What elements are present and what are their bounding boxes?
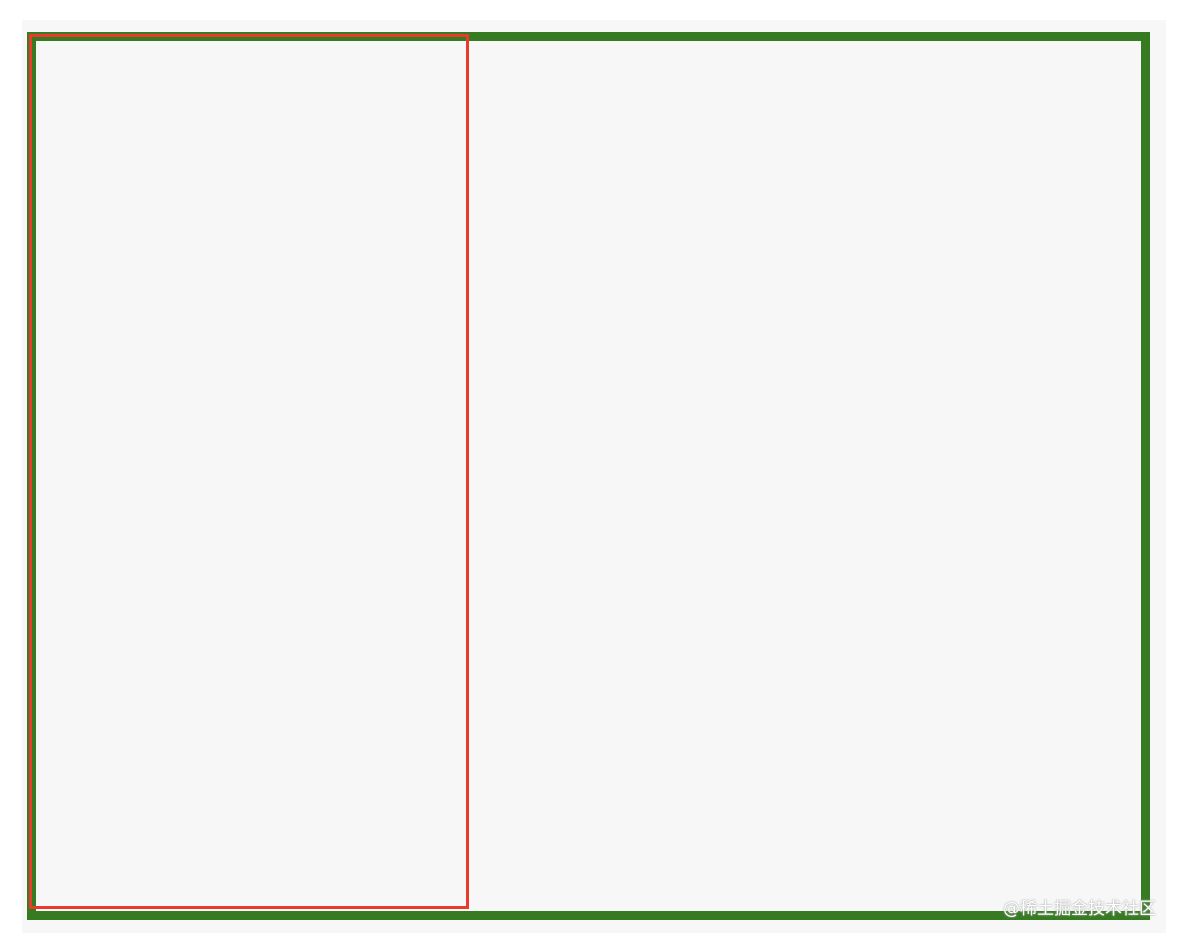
canvas-background [22,20,1166,933]
watermark-text: @稀土掘金技术社区 [1003,899,1156,919]
inner-red-border-box [29,34,469,909]
